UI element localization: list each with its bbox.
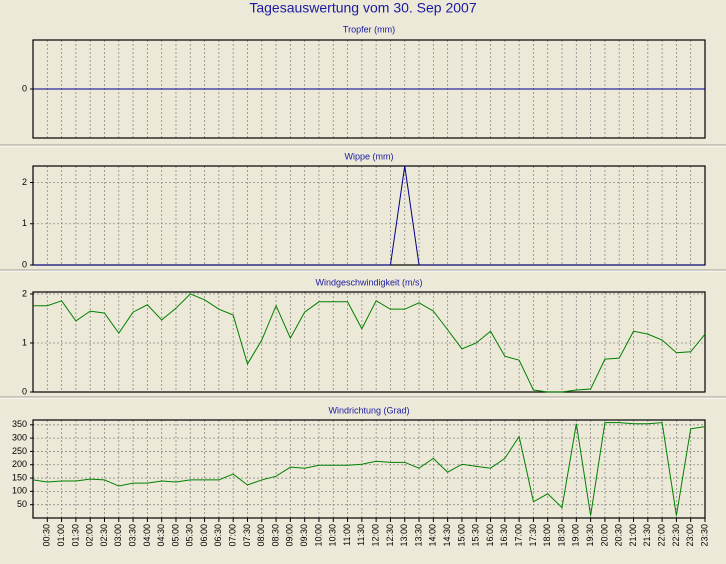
- x-tick-label: 09:30: [299, 524, 309, 547]
- x-tick-label: 17:30: [528, 524, 538, 547]
- x-tick-label: 09:00: [285, 524, 295, 547]
- x-tick-label: 06:00: [199, 524, 209, 547]
- x-tick-label: 19:00: [571, 524, 581, 547]
- x-tick-label: 13:30: [413, 524, 423, 547]
- x-tick-label: 20:00: [599, 524, 609, 547]
- y-tick-label: 0: [22, 259, 27, 269]
- x-tick-label: 18:30: [556, 524, 566, 547]
- x-tick-label: 11:30: [356, 524, 366, 546]
- x-tick-label: 03:00: [113, 524, 123, 547]
- y-tick-label: 250: [12, 446, 27, 456]
- x-tick-label: 06:30: [213, 524, 223, 547]
- x-tick-label: 14:30: [442, 524, 452, 547]
- x-tick-label: 11:00: [342, 524, 352, 546]
- x-tick-label: 12:00: [371, 524, 381, 547]
- y-tick-label: 350: [12, 419, 27, 429]
- x-tick-label: 16:00: [485, 524, 495, 547]
- y-tick-label: 1: [22, 218, 27, 228]
- y-tick-label: 2: [22, 288, 27, 298]
- x-tick-label: 03:30: [127, 524, 137, 547]
- x-tick-label: 01:30: [70, 524, 80, 547]
- x-tick-label: 21:30: [642, 524, 652, 547]
- x-tick-label: 21:00: [628, 524, 638, 547]
- data-line: [33, 165, 705, 266]
- panel-title: Windgeschwindigkeit (m/s): [315, 277, 422, 287]
- y-tick-label: 50: [17, 499, 27, 509]
- x-tick-label: 08:00: [256, 524, 266, 547]
- x-tick-label: 05:00: [170, 524, 180, 547]
- panel-title: Wippe (mm): [345, 151, 394, 161]
- y-tick-label: 0: [22, 386, 27, 396]
- y-tick-label: 0: [22, 83, 27, 93]
- x-tick-label: 23:00: [685, 524, 695, 547]
- y-tick-label: 200: [12, 459, 27, 469]
- plot-frame: [32, 291, 706, 393]
- x-tick-label: 02:30: [99, 524, 109, 547]
- x-tick-label: 02:00: [85, 524, 95, 547]
- y-tick-label: 100: [12, 486, 27, 496]
- x-tick-label: 19:30: [585, 524, 595, 547]
- x-tick-label: 15:00: [456, 524, 466, 547]
- chart-title: Tagesauswertung vom 30. Sep 2007: [249, 0, 476, 16]
- x-tick-label: 20:30: [614, 524, 624, 547]
- x-tick-label: 07:30: [242, 524, 252, 547]
- x-tick-label: 14:00: [428, 524, 438, 547]
- panel-title: Windrichtung (Grad): [328, 405, 409, 415]
- x-tick-label: 04:00: [142, 524, 152, 547]
- y-tick-label: 300: [12, 432, 27, 442]
- data-line: [32, 422, 706, 516]
- y-tick-label: 2: [22, 177, 27, 187]
- x-tick-label: 10:00: [313, 524, 323, 547]
- panel-title: Tropfer (mm): [343, 24, 395, 34]
- x-tick-label: 16:30: [499, 524, 509, 547]
- x-tick-label: 01:00: [56, 524, 66, 547]
- data-line: [33, 293, 706, 393]
- x-tick-label: 05:30: [185, 524, 195, 547]
- x-tick-label: 15:30: [471, 524, 481, 547]
- x-tick-label: 22:00: [656, 524, 666, 547]
- x-tick-label: 07:00: [228, 524, 238, 547]
- x-tick-label: 08:30: [270, 524, 280, 547]
- x-tick-label: 23:30: [699, 524, 709, 547]
- x-tick-label: 22:30: [671, 524, 681, 547]
- x-tick-label: 17:00: [514, 524, 524, 547]
- x-tick-label: 13:00: [399, 524, 409, 547]
- x-tick-label: 00:30: [42, 524, 52, 547]
- y-tick-label: 150: [12, 472, 27, 482]
- x-tick-label: 04:30: [156, 524, 166, 547]
- x-tick-label: 18:00: [542, 524, 552, 547]
- x-tick-label: 12:30: [385, 524, 395, 547]
- plot-frame: [32, 419, 706, 519]
- y-tick-label: 1: [22, 337, 27, 347]
- x-tick-label: 10:30: [328, 524, 338, 547]
